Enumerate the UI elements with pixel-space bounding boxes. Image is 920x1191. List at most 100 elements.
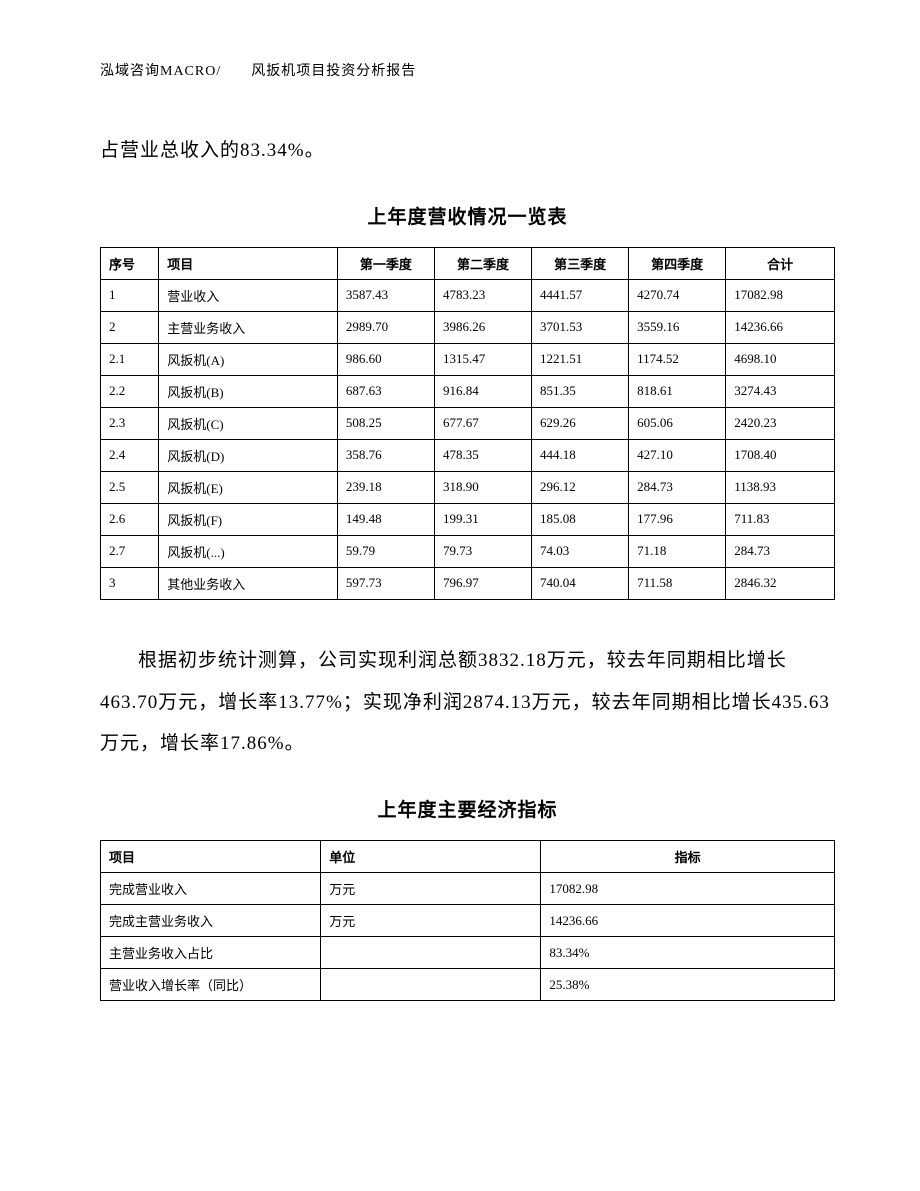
table-cell: 296.12 [532, 471, 629, 503]
table-cell: 177.96 [629, 503, 726, 535]
table-cell: 818.61 [629, 375, 726, 407]
table-cell: 2.4 [101, 439, 159, 471]
table-row: 2.7风扳机(...)59.7979.7374.0371.18284.73 [101, 535, 835, 567]
col-q2: 第二季度 [434, 247, 531, 279]
table-cell: 687.63 [337, 375, 434, 407]
table-cell: 2420.23 [726, 407, 835, 439]
col-unit: 单位 [321, 841, 541, 873]
table-cell: 风扳机(F) [159, 503, 338, 535]
table-cell: 3 [101, 567, 159, 599]
table-cell: 1174.52 [629, 343, 726, 375]
table-cell: 3986.26 [434, 311, 531, 343]
table-cell: 14236.66 [541, 905, 835, 937]
table-cell: 主营业务收入占比 [101, 937, 321, 969]
table-cell: 318.90 [434, 471, 531, 503]
table-cell: 风扳机(A) [159, 343, 338, 375]
table-cell: 1 [101, 279, 159, 311]
table-cell: 59.79 [337, 535, 434, 567]
table-cell: 199.31 [434, 503, 531, 535]
indicators-table: 项目 单位 指标 完成营业收入万元17082.98完成主营业务收入万元14236… [100, 840, 835, 1001]
table-cell: 4441.57 [532, 279, 629, 311]
table-cell: 其他业务收入 [159, 567, 338, 599]
table-cell: 1221.51 [532, 343, 629, 375]
table-cell: 711.83 [726, 503, 835, 535]
table-cell: 风扳机(B) [159, 375, 338, 407]
table-cell: 284.73 [629, 471, 726, 503]
table-cell: 83.34% [541, 937, 835, 969]
table-header-row: 项目 单位 指标 [101, 841, 835, 873]
col-total: 合计 [726, 247, 835, 279]
col-item: 项目 [159, 247, 338, 279]
table-row: 1营业收入3587.434783.234441.574270.7417082.9… [101, 279, 835, 311]
table-cell: 万元 [321, 873, 541, 905]
col-q3: 第三季度 [532, 247, 629, 279]
table-cell: 74.03 [532, 535, 629, 567]
table-cell: 完成营业收入 [101, 873, 321, 905]
table-cell: 605.06 [629, 407, 726, 439]
table-cell: 4270.74 [629, 279, 726, 311]
table-cell: 149.48 [337, 503, 434, 535]
table-cell: 完成主营业务收入 [101, 905, 321, 937]
table-cell: 风扳机(D) [159, 439, 338, 471]
table-cell: 营业收入 [159, 279, 338, 311]
table-row: 完成主营业务收入万元14236.66 [101, 905, 835, 937]
table-cell: 629.26 [532, 407, 629, 439]
table-cell: 740.04 [532, 567, 629, 599]
col-project: 项目 [101, 841, 321, 873]
table-cell: 4698.10 [726, 343, 835, 375]
table-cell: 风扳机(...) [159, 535, 338, 567]
table-cell: 2.2 [101, 375, 159, 407]
table-cell: 主营业务收入 [159, 311, 338, 343]
table-cell: 营业收入增长率（同比） [101, 969, 321, 1001]
table-cell: 597.73 [337, 567, 434, 599]
table-cell: 986.60 [337, 343, 434, 375]
col-q4: 第四季度 [629, 247, 726, 279]
table-cell: 3274.43 [726, 375, 835, 407]
table-cell: 239.18 [337, 471, 434, 503]
intro-text: 占营业总收入的83.34%。 [100, 130, 835, 172]
table-cell: 916.84 [434, 375, 531, 407]
table-cell: 2.5 [101, 471, 159, 503]
table-cell: 427.10 [629, 439, 726, 471]
table-cell: 2.6 [101, 503, 159, 535]
table-cell: 284.73 [726, 535, 835, 567]
table-cell: 2.3 [101, 407, 159, 439]
table-row: 完成营业收入万元17082.98 [101, 873, 835, 905]
table-cell: 17082.98 [726, 279, 835, 311]
table-cell: 71.18 [629, 535, 726, 567]
table-row: 2.4风扳机(D)358.76478.35444.18427.101708.40 [101, 439, 835, 471]
table-cell: 185.08 [532, 503, 629, 535]
table-cell: 851.35 [532, 375, 629, 407]
table-cell: 2.7 [101, 535, 159, 567]
table-cell: 风扳机(C) [159, 407, 338, 439]
table-cell: 2 [101, 311, 159, 343]
table-cell: 508.25 [337, 407, 434, 439]
table-row: 2.6风扳机(F)149.48199.31185.08177.96711.83 [101, 503, 835, 535]
table1-title: 上年度营收情况一览表 [100, 202, 835, 229]
table-cell: 3701.53 [532, 311, 629, 343]
table-cell: 478.35 [434, 439, 531, 471]
table-row: 主营业务收入占比 83.34% [101, 937, 835, 969]
table-cell: 3559.16 [629, 311, 726, 343]
table-row: 2.5风扳机(E)239.18318.90296.12284.731138.93 [101, 471, 835, 503]
col-indicator: 指标 [541, 841, 835, 873]
table-row: 2.1风扳机(A)986.601315.471221.511174.524698… [101, 343, 835, 375]
col-q1: 第一季度 [337, 247, 434, 279]
table-cell [321, 969, 541, 1001]
table-row: 2.2风扳机(B)687.63916.84851.35818.613274.43 [101, 375, 835, 407]
table-header-row: 序号 项目 第一季度 第二季度 第三季度 第四季度 合计 [101, 247, 835, 279]
table-cell: 2846.32 [726, 567, 835, 599]
revenue-table: 序号 项目 第一季度 第二季度 第三季度 第四季度 合计 1营业收入3587.4… [100, 247, 835, 600]
page-header: 泓域咨询MACRO/ 风扳机项目投资分析报告 [100, 60, 835, 80]
table-cell: 711.58 [629, 567, 726, 599]
table-cell: 2989.70 [337, 311, 434, 343]
table-cell: 万元 [321, 905, 541, 937]
table-row: 营业收入增长率（同比） 25.38% [101, 969, 835, 1001]
table-row: 2主营业务收入2989.703986.263701.533559.1614236… [101, 311, 835, 343]
table-cell: 1708.40 [726, 439, 835, 471]
table-cell: 25.38% [541, 969, 835, 1001]
table2-title: 上年度主要经济指标 [100, 795, 835, 822]
table-row: 2.3风扳机(C)508.25677.67629.26605.062420.23 [101, 407, 835, 439]
table-cell: 1138.93 [726, 471, 835, 503]
table-cell: 677.67 [434, 407, 531, 439]
